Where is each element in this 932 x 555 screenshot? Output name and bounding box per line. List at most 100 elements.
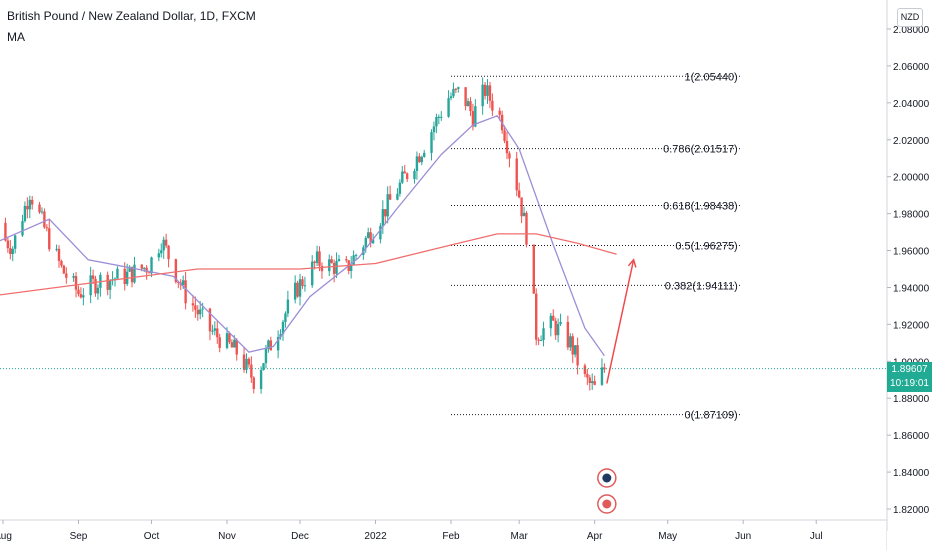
candle-body [79,294,83,298]
candle-body [311,261,314,286]
candle-body [420,156,423,163]
candle-body [454,88,458,90]
candle-body [91,275,95,279]
candle-body [38,204,41,213]
x-tick-label: Dec [291,531,309,542]
candle-body [143,267,146,269]
x-tick-label: Sep [70,531,88,542]
y-tick-label: 1.94000 [893,283,930,294]
y-tick-label: 2.04000 [893,99,930,110]
candle-body [174,259,178,282]
candle-body [269,340,273,351]
candle-body [379,225,382,240]
fibonacci-retracement: 1(2.05440) 0.786(2.01517) 0.618(1.98438) 0.… [451,71,741,422]
indicator-label[interactable]: MA [7,30,25,44]
candle-body [423,152,426,157]
candle-body [116,268,119,279]
candle-body [160,250,163,254]
candle-body [559,321,562,324]
y-tick-label: 2.08000 [893,25,930,36]
candle-body [537,339,540,341]
bar-countdown: 10:19:01 [890,378,929,389]
candle-body [28,199,31,210]
candle-body [349,265,353,271]
candle-body [371,239,375,244]
candle-body [486,85,489,96]
candle-body [522,212,526,217]
candle-body [603,367,606,370]
candle-body [62,265,66,274]
fib-level-label: 0.786(2.01517) [663,144,738,156]
candle-body [469,101,472,112]
x-tick-label: Aug [0,531,12,542]
candle-body [208,308,212,332]
candle-body [532,244,535,294]
candle-body [593,381,596,385]
candle-body [466,101,470,107]
candle-body [157,253,161,258]
candle-body [583,365,587,375]
x-tick-label: Feb [442,531,460,542]
candle-body [573,345,577,355]
candle-body [437,116,441,118]
candle-body [430,132,433,153]
currency-button[interactable]: NZD [897,8,923,27]
candle-body [11,248,14,255]
candle-body [133,264,136,283]
axis-corner[interactable] [887,531,932,550]
candle-body [123,268,126,285]
candle-body [259,370,263,389]
candle-body [571,336,574,355]
candle-body [89,275,92,296]
candle-body [113,278,117,280]
candle-body [552,315,555,321]
candle-body [435,116,438,127]
candle-body [177,281,180,283]
candle-body [162,239,165,251]
candle-body [296,282,299,297]
candle-body [415,156,419,172]
y-tick-label: 1.84000 [893,468,930,479]
candle-body [481,84,484,107]
candle-body [381,209,385,226]
candle-body [386,194,389,217]
projection-arrow [606,258,637,384]
candle-body [542,328,545,341]
fib-level-label: 0(1.87109) [685,410,738,422]
candle-body [293,282,297,300]
event-icons [597,468,617,514]
candle-body [94,278,97,294]
candle-body [184,280,187,304]
candle-body [483,84,487,96]
candle-body [267,340,270,350]
candle-body [488,85,492,101]
candle-body [517,190,521,198]
y-tick-label: 1.92000 [893,320,930,331]
candle-body [498,110,501,115]
candle-body [147,272,151,274]
y-tick-label: 2.06000 [893,62,930,73]
candle-body [48,228,51,250]
candle-body [328,259,331,272]
candle-body [264,349,268,364]
chart-title: British Pound / New Zealand Dollar, 1D, … [7,9,256,23]
candle-body [505,140,509,154]
candle-body [213,328,217,331]
candle-body [398,182,402,194]
candle-body [520,197,523,217]
candle-body [247,358,251,365]
candle-body [196,309,199,315]
candle-body [252,377,255,389]
y-tick-label: 1.96000 [893,247,930,258]
candle-body [515,158,518,191]
candle-body [276,337,280,351]
candle-body [464,87,467,107]
candle-body [96,287,100,294]
candle-body [369,232,372,244]
x-tick-label: 2022 [364,531,387,542]
moving-averages [0,115,617,357]
candle-body [452,88,455,97]
